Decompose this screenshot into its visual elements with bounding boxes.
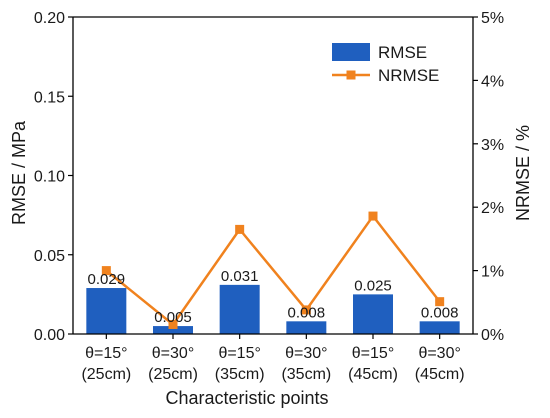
x-tick-label-line1-3: θ=15° <box>218 345 260 362</box>
legend-rmse-swatch <box>332 43 370 61</box>
x-tick-label-line2-1: (25cm) <box>81 366 131 383</box>
x-tick-label-line2-4: (35cm) <box>281 366 331 383</box>
y-axis-left-title: RMSE / MPa <box>9 120 29 225</box>
y-left-tick-label-5: 0.20 <box>34 10 65 27</box>
bar-value-label-1: 0.029 <box>88 271 126 288</box>
y-right-tick-label-2: 1% <box>481 264 504 281</box>
nrmse-line <box>105 214 441 326</box>
bar-value-label-4: 0.008 <box>288 304 326 321</box>
nrmse-marker-3 <box>235 224 245 234</box>
nrmse-marker-1 <box>101 266 111 276</box>
axes: 0.00 0.05 0.10 0.15 0.20 0% 1% 2% 3% 4% 5% θ=15° (25… <box>34 10 504 383</box>
nrmse-marker-6 <box>435 297 445 307</box>
y-right-tick-label-6: 5% <box>481 10 504 27</box>
x-tick-label-line2-3: (35cm) <box>215 366 265 383</box>
nrmse-marker-5 <box>368 211 378 221</box>
bar-value-label-2: 0.005 <box>154 309 192 326</box>
y-right-tick-label-4: 3% <box>481 137 504 154</box>
bar-rmse-6 <box>419 321 460 334</box>
x-tick-label-line1-6: θ=30° <box>418 345 460 362</box>
bar-value-label-5: 0.025 <box>354 277 392 294</box>
bar-rmse-3 <box>219 284 260 334</box>
x-tick-label-line1-4: θ=30° <box>285 345 327 362</box>
x-axis-title: Characteristic points <box>165 388 328 408</box>
data-labels: 0.029 0.005 0.031 0.008 0.025 0.008 <box>88 268 459 326</box>
x-tick-label-line1-5: θ=15° <box>352 345 394 362</box>
x-tick-label-line1-2: θ=30° <box>152 345 194 362</box>
x-tick-label-line2-5: (45cm) <box>348 366 398 383</box>
y-right-tick-label-3: 2% <box>481 200 504 217</box>
y-left-tick-label-4: 0.15 <box>34 89 65 106</box>
bar-series-rmse <box>86 284 460 334</box>
bar-rmse-5 <box>353 294 393 334</box>
legend: RMSE NRMSE <box>332 43 439 85</box>
legend-nrmse-marker <box>346 70 356 80</box>
legend-nrmse-label: NRMSE <box>378 66 439 85</box>
y-left-tick-label-1: 0.00 <box>34 327 65 344</box>
y-left-tick-label-2: 0.05 <box>34 248 65 265</box>
legend-rmse-label: RMSE <box>378 43 427 62</box>
nrmse-marker-2 <box>168 319 178 329</box>
x-tick-label-line2-2: (25cm) <box>148 366 198 383</box>
nrmse-marker-4 <box>301 305 311 315</box>
bar-rmse-1 <box>86 288 127 334</box>
y-left-tick-label-3: 0.10 <box>34 169 65 186</box>
x-tick-label-line1-1: θ=15° <box>85 345 127 362</box>
bar-value-label-3: 0.031 <box>221 268 259 285</box>
y-axis-right-title: NRMSE / % <box>513 125 533 221</box>
bar-rmse-4 <box>286 321 327 334</box>
y-right-tick-label-5: 4% <box>481 73 504 90</box>
line-series-nrmse <box>101 211 445 329</box>
y-right-tick-label-1: 0% <box>481 327 504 344</box>
x-tick-label-line2-6: (45cm) <box>415 366 465 383</box>
bar-value-label-6: 0.008 <box>421 304 459 321</box>
bar-rmse-2 <box>153 326 193 334</box>
